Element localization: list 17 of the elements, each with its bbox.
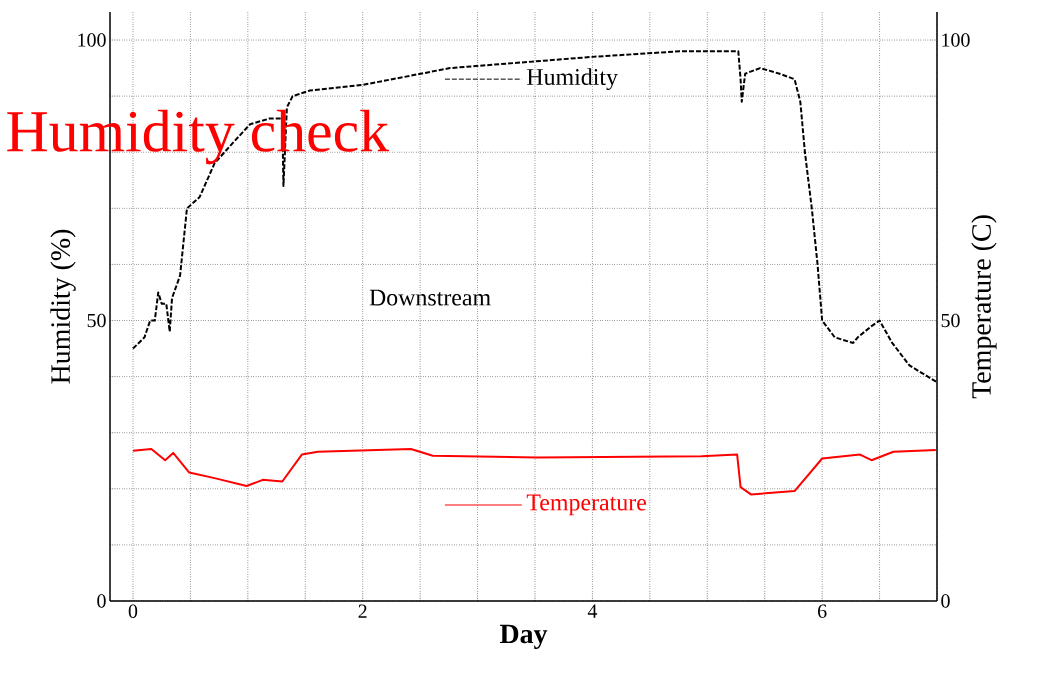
y2-tick-label: 0: [941, 594, 950, 608]
legend-label: Temperature: [526, 494, 647, 516]
x-tick-label: 0: [128, 604, 138, 618]
y2-tick-label: 100: [942, 33, 970, 47]
y-tick-label: 0: [97, 594, 106, 608]
y-tick-label: 50: [87, 313, 106, 328]
y-tick-label: 100: [78, 33, 106, 47]
x-axis-title: Day: [499, 624, 548, 650]
legend-label: Humidity: [527, 68, 618, 91]
y-axis-title: Humidity (%): [50, 229, 76, 384]
x-tick-label: 2: [358, 604, 367, 618]
y2-tick-label: 50: [941, 313, 960, 328]
y2-axis-title: Temperature (C): [971, 215, 997, 399]
annotation: Downstream: [369, 289, 491, 306]
line-series: [131, 447, 937, 496]
x-tick-label: 4: [587, 604, 598, 618]
x-tick-label: 6: [818, 604, 827, 618]
